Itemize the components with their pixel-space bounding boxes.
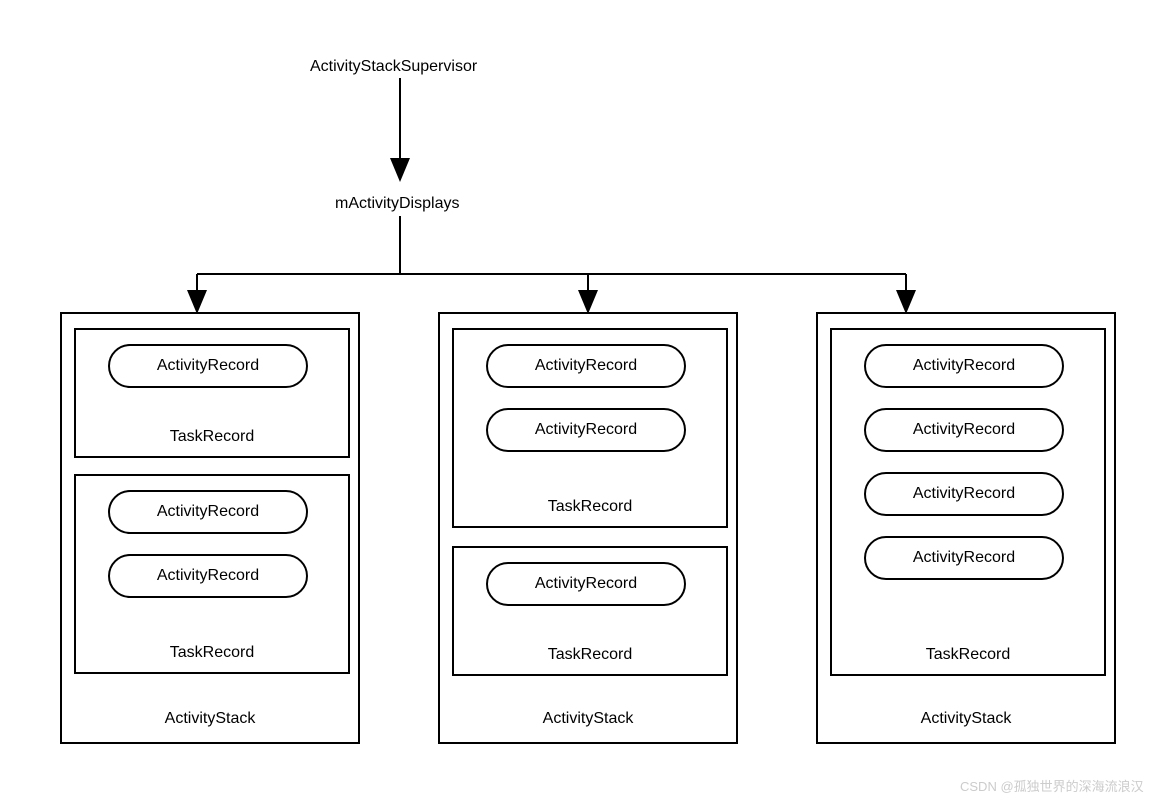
activity-record: ActivityRecord [108,490,308,534]
displays-label: mActivityDisplays [335,195,459,213]
activity-record: ActivityRecord [864,472,1064,516]
activity-stack-label: ActivityStack [818,710,1114,728]
activity-stack: ActivityRecord ActivityRecord ActivityReco… [816,312,1116,744]
activity-stack-label: ActivityStack [62,710,358,728]
task-record-label: TaskRecord [454,646,726,664]
watermark-text: CSDN @孤独世界的深海流浪汉 [960,776,1144,795]
activity-record: ActivityRecord [108,344,308,388]
task-record: ActivityRecord ActivityRecord ActivityReco… [830,328,1106,676]
activity-record: ActivityRecord [486,408,686,452]
task-record: ActivityRecord TaskRecord [74,328,350,458]
activity-stack-label: ActivityStack [440,710,736,728]
activity-stack: ActivityRecordActivityRecordTaskRecordAc… [438,312,738,744]
task-record-label: TaskRecord [76,644,348,662]
activity-record: ActivityRecord [108,554,308,598]
activity-stack: ActivityRecordTaskRecordActivityRecordAc… [60,312,360,744]
activity-record: ActivityRecord [864,408,1064,452]
supervisor-label: ActivityStackSupervisor [310,58,477,76]
task-record: ActivityRecord ActivityRecord TaskRecord [74,474,350,674]
task-record-label: TaskRecord [76,428,348,446]
task-record: ActivityRecord TaskRecord [452,546,728,676]
activity-record: ActivityRecord [864,536,1064,580]
task-record-label: TaskRecord [832,646,1104,664]
activity-record: ActivityRecord [486,562,686,606]
activity-record: ActivityRecord [486,344,686,388]
task-record-label: TaskRecord [454,498,726,516]
task-record: ActivityRecord ActivityRecord TaskRecord [452,328,728,528]
activity-record: ActivityRecord [864,344,1064,388]
